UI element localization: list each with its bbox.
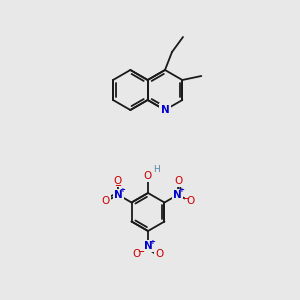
Text: N: N bbox=[160, 105, 169, 115]
Text: +: + bbox=[178, 188, 184, 194]
Text: +: + bbox=[149, 238, 155, 244]
Text: O: O bbox=[175, 176, 183, 186]
Text: −: − bbox=[114, 182, 121, 190]
Text: O: O bbox=[102, 196, 110, 206]
Text: −: − bbox=[182, 194, 189, 203]
Text: O: O bbox=[113, 176, 122, 186]
Text: H: H bbox=[153, 166, 159, 175]
Text: N: N bbox=[173, 190, 182, 200]
Text: −: − bbox=[137, 247, 144, 256]
Text: N: N bbox=[114, 190, 123, 200]
Text: N: N bbox=[144, 241, 152, 251]
Text: +: + bbox=[120, 188, 125, 194]
Text: O: O bbox=[132, 249, 141, 259]
Text: O: O bbox=[155, 249, 164, 259]
Text: O: O bbox=[144, 171, 152, 181]
Text: O: O bbox=[186, 196, 194, 206]
